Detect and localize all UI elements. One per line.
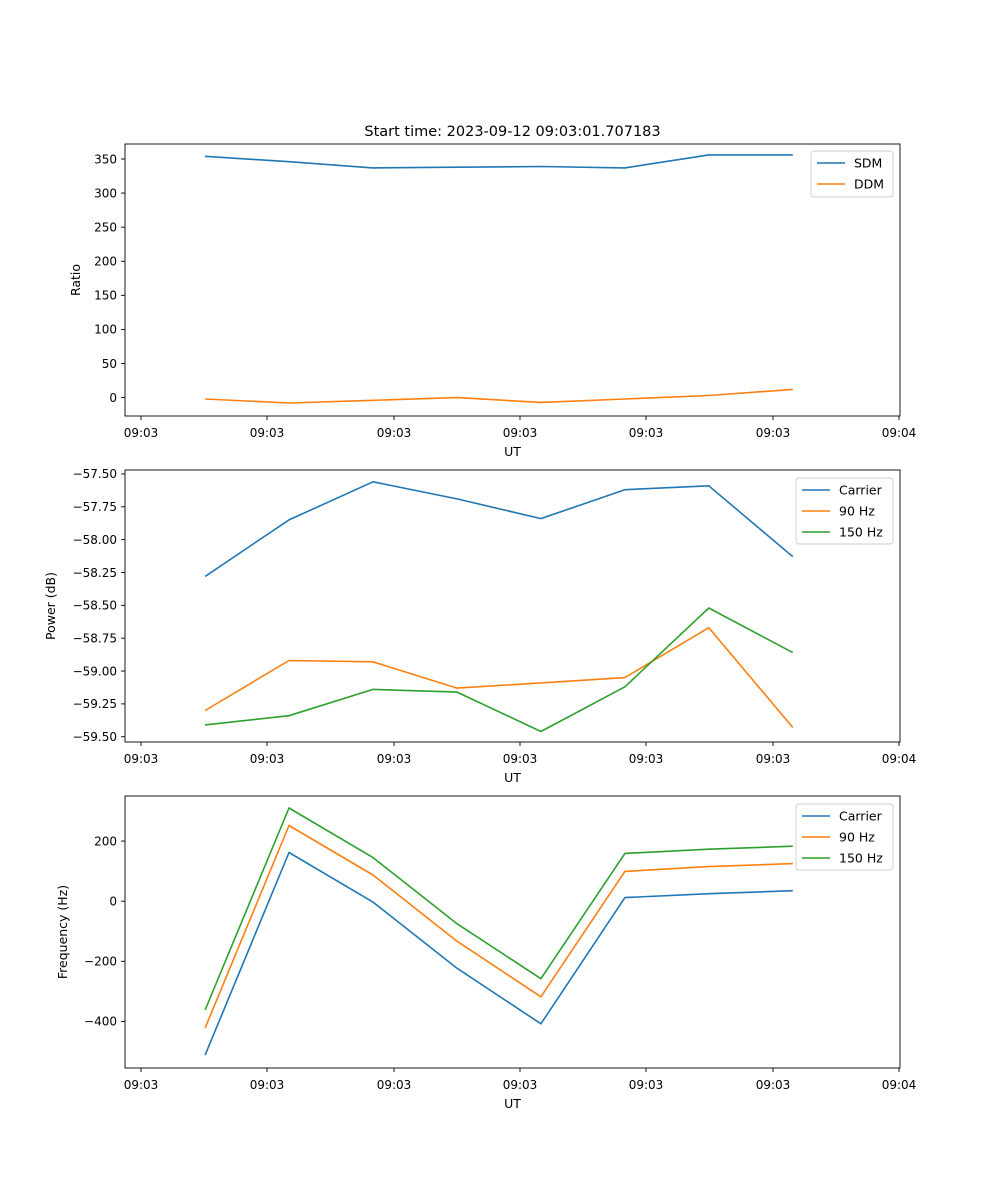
y-tick-label: −59.00: [73, 664, 117, 678]
x-tick-label: 09:03: [377, 426, 412, 440]
y-tick-label: −59.50: [73, 730, 117, 744]
y-tick-label: 200: [94, 255, 117, 269]
y-tick-label: −57.75: [73, 500, 117, 514]
legend-label: 150 Hz: [839, 850, 883, 865]
legend: Carrier 90 Hz 150 Hz: [795, 477, 894, 545]
x-axis-label: UT: [504, 444, 521, 459]
series-line-ddm: [205, 388, 793, 404]
x-tick-label: 09:04: [882, 426, 917, 440]
chart-title: Start time: 2023-09-12 09:03:01.707183: [364, 124, 660, 140]
legend: SDM DDM: [810, 150, 894, 198]
x-tick-label: 09:03: [629, 426, 664, 440]
plot-area: [125, 144, 900, 416]
x-tick-label: 09:03: [503, 426, 538, 440]
y-axis-label: Frequency (Hz): [55, 885, 70, 979]
x-tick-label: 09:03: [124, 752, 159, 766]
x-tick-label: 09:03: [124, 426, 159, 440]
x-tick-label: 09:03: [250, 426, 285, 440]
x-tick-label: 09:03: [250, 752, 285, 766]
legend-label: 150 Hz: [839, 524, 883, 539]
series-line-150-hz: [204, 807, 793, 1011]
x-tick-label: 09:04: [882, 752, 917, 766]
legend-box: [795, 477, 894, 545]
x-tick-label: 09:03: [124, 1078, 159, 1092]
x-axis-label: UT: [504, 770, 521, 785]
x-tick-label: 09:03: [629, 752, 664, 766]
legend-label: Carrier: [839, 482, 883, 497]
y-tick-label: 0: [109, 894, 117, 908]
x-tick-label: 09:03: [503, 1078, 538, 1092]
plot-frame: [124, 143, 901, 417]
y-tick-label: 250: [94, 220, 117, 234]
y-tick-label: 100: [94, 323, 117, 337]
legend-label: Carrier: [839, 808, 883, 823]
chart-panel-2: 09:03 09:03 09:03 09:03 09:03 09:03 09:04 −57.5…: [43, 467, 916, 785]
plot-area: [125, 470, 900, 742]
y-tick-label: −400: [84, 1015, 117, 1029]
chart-panel-1: Start time: 2023-09-12 09:03:01.707183 09…: [68, 124, 916, 459]
y-tick-label: −58.00: [73, 533, 117, 547]
legend-label: 90 Hz: [839, 503, 875, 518]
y-tick-label: 350: [94, 152, 117, 166]
x-tick-label: 09:03: [629, 1078, 664, 1092]
series-line-150-hz: [205, 607, 794, 733]
y-tick-label: −58.50: [73, 599, 117, 613]
x-tick-label: 09:03: [377, 1078, 412, 1092]
legend-label: SDM: [854, 155, 882, 170]
series-line-90-hz: [204, 824, 793, 1029]
series-line-sdm: [205, 154, 793, 169]
y-axis-label: Ratio: [68, 264, 83, 296]
x-tick-label: 09:03: [756, 426, 791, 440]
y-tick-label: 300: [94, 186, 117, 200]
legend-box: [795, 803, 894, 871]
x-tick-label: 09:03: [503, 752, 538, 766]
legend: Carrier 90 Hz 150 Hz: [795, 803, 894, 871]
y-tick-label: 0: [109, 391, 117, 405]
plot-frame: [124, 795, 901, 1069]
y-tick-label: −200: [84, 955, 117, 969]
plot-area: [125, 796, 900, 1068]
x-tick-label: 09:04: [882, 1078, 917, 1092]
plot-frame: [124, 469, 901, 743]
x-tick-label: 09:03: [756, 752, 791, 766]
series-line-carrier: [204, 480, 794, 578]
chart-panel-3: 09:03 09:03 09:03 09:03 09:03 09:03 09:04 −400 −…: [55, 795, 917, 1111]
x-axis-label: UT: [504, 1096, 521, 1111]
x-tick-label: 09:03: [250, 1078, 285, 1092]
y-tick-label: 50: [102, 357, 117, 371]
y-tick-label: −57.50: [73, 467, 117, 481]
legend-label: 90 Hz: [839, 829, 875, 844]
y-tick-label: 200: [94, 834, 117, 848]
series-line-carrier: [204, 851, 793, 1056]
y-tick-label: −59.25: [73, 697, 117, 711]
legend-label: DDM: [854, 176, 884, 191]
x-tick-label: 09:03: [377, 752, 412, 766]
y-axis-label: Power (dB): [43, 572, 58, 640]
y-tick-label: 150: [94, 289, 117, 303]
y-tick-label: −58.25: [73, 566, 117, 580]
series-line-90-hz: [204, 626, 794, 729]
x-tick-label: 09:03: [756, 1078, 791, 1092]
y-tick-label: −58.75: [73, 631, 117, 645]
